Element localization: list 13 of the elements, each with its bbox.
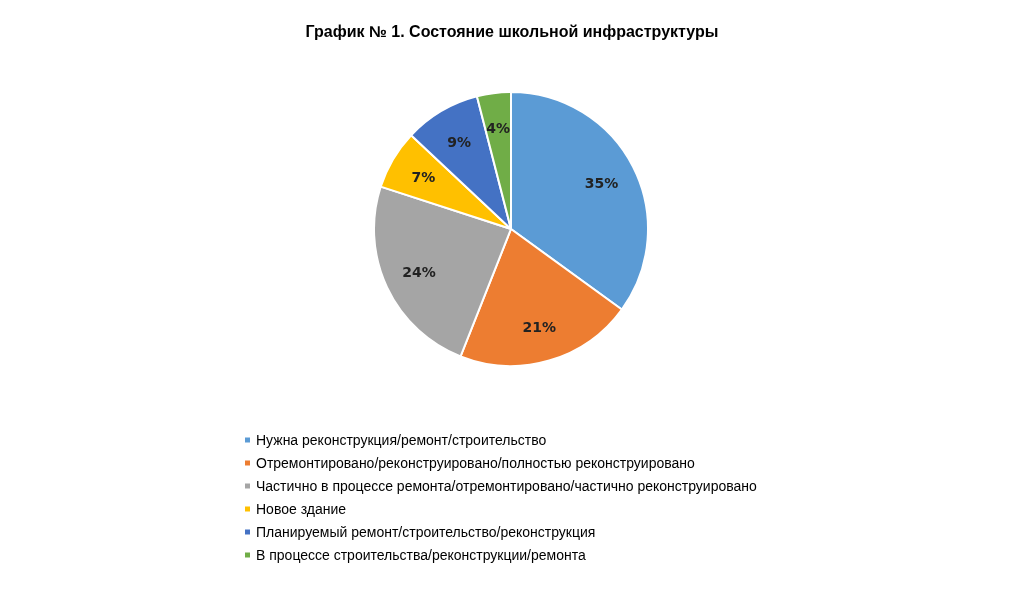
legend-label: Нужна реконструкция/ремонт/строительство: [256, 432, 547, 448]
legend-label: В процессе строительства/реконструкции/ремонта: [256, 547, 586, 563]
data-label: 35%: [584, 174, 619, 191]
legend-label: Отремонтировано/реконструировано/полностью реконструировано: [256, 455, 696, 471]
chart-title: График № 1. Состояние школьной инфраструктуры: [305, 22, 719, 40]
legend-label: Планируемый ремонт/строительство/реконструкция: [256, 524, 596, 540]
data-label: 7%: [411, 169, 436, 186]
data-label: 9%: [447, 133, 472, 150]
data-label: 24%: [402, 264, 436, 281]
data-label: 21%: [522, 318, 557, 335]
legend-label: Частично в процессе ремонта/отремонтировано/частично реконструировано: [256, 478, 757, 494]
data-label: 4%: [486, 120, 511, 137]
legend-label: Новое здание: [256, 501, 347, 517]
